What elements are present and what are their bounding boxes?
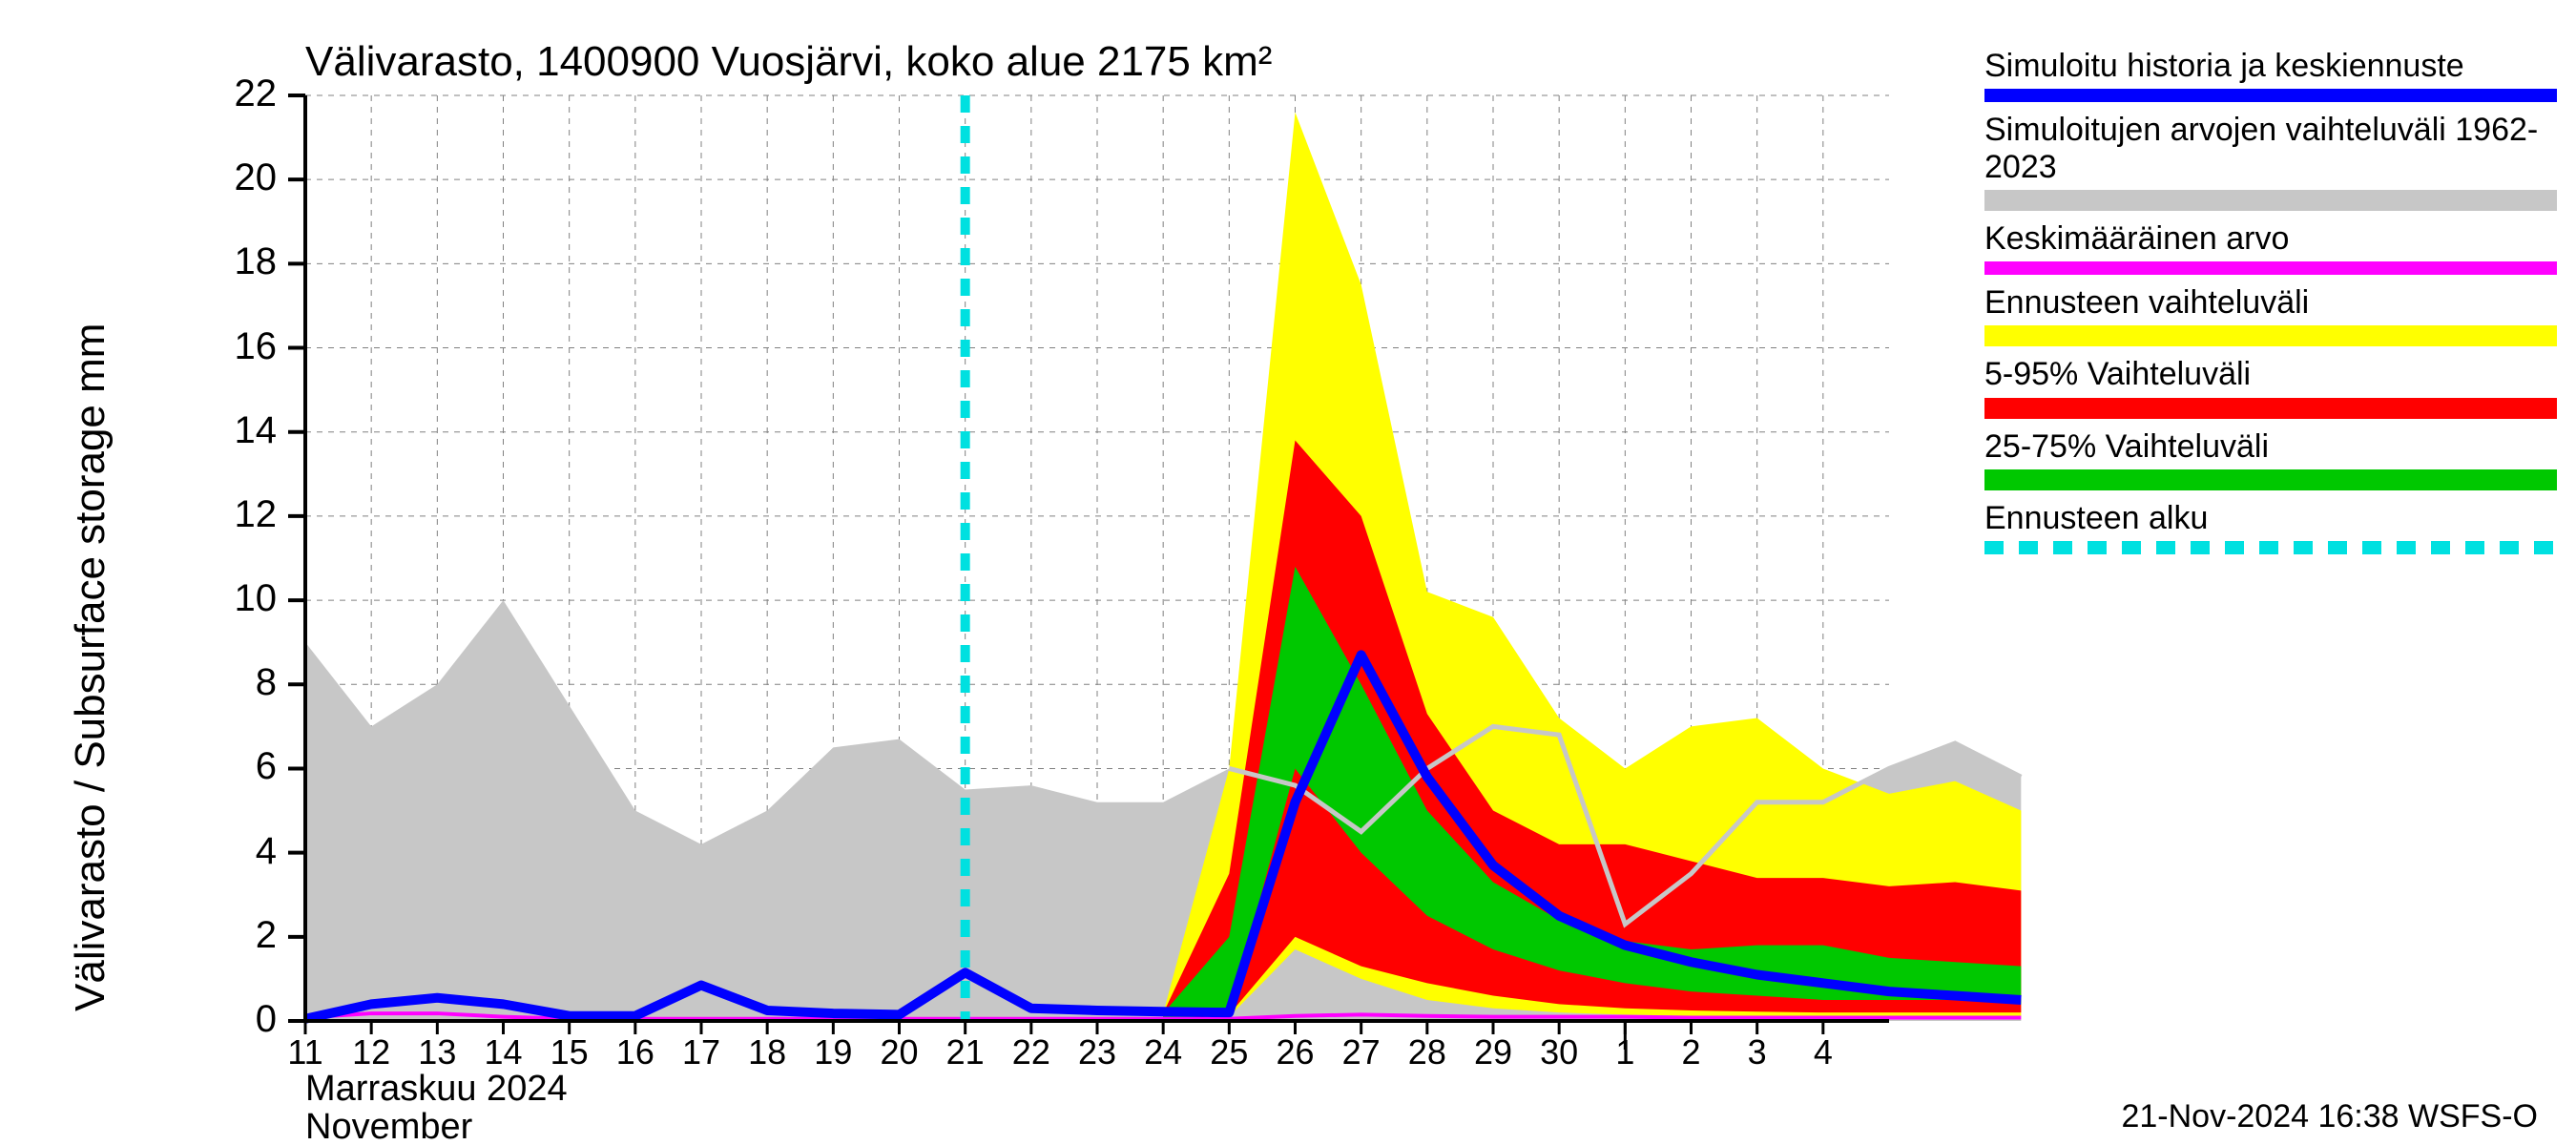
y-tick: 16 [210, 325, 277, 368]
x-tick: 26 [1267, 1032, 1324, 1072]
x-tick: 15 [541, 1032, 598, 1072]
legend-swatch [1984, 325, 2557, 346]
legend-label: Simuloitujen arvojen vaihteluväli 1962-2… [1984, 112, 2557, 186]
x-tick: 25 [1200, 1032, 1257, 1072]
x-tick: 24 [1134, 1032, 1192, 1072]
x-tick: 2 [1663, 1032, 1720, 1072]
y-tick: 22 [210, 73, 277, 115]
y-tick: 12 [210, 493, 277, 536]
month-label-fi: Marraskuu 2024 [305, 1069, 568, 1110]
x-tick: 18 [738, 1032, 796, 1072]
y-tick: 0 [210, 998, 277, 1041]
y-tick: 6 [210, 745, 277, 788]
y-tick: 14 [210, 409, 277, 452]
x-tick: 3 [1729, 1032, 1786, 1072]
chart-root: Välivarasto, 1400900 Vuosjärvi, koko alu… [0, 0, 2576, 1145]
legend-label: 25-75% Vaihteluväli [1984, 428, 2557, 466]
y-tick: 20 [210, 156, 277, 199]
month-label-en: November [305, 1107, 472, 1145]
x-tick: 4 [1795, 1032, 1852, 1072]
legend-item: Ennusteen alku [1984, 500, 2557, 554]
legend-label: Ennusteen alku [1984, 500, 2557, 537]
x-tick: 21 [937, 1032, 994, 1072]
y-tick: 4 [210, 830, 277, 873]
x-tick: 28 [1399, 1032, 1456, 1072]
legend-item: 25-75% Vaihteluväli [1984, 428, 2557, 490]
legend-item: Simuloitu historia ja keskiennuste [1984, 48, 2557, 102]
x-tick: 29 [1465, 1032, 1522, 1072]
x-tick: 30 [1530, 1032, 1588, 1072]
x-tick: 1 [1596, 1032, 1653, 1072]
legend-swatch [1984, 261, 2557, 275]
x-tick: 20 [871, 1032, 928, 1072]
x-tick: 12 [343, 1032, 400, 1072]
timestamp: 21-Nov-2024 16:38 WSFS-O [2121, 1098, 2538, 1135]
legend-label: 5-95% Vaihteluväli [1984, 356, 2557, 393]
y-tick: 10 [210, 577, 277, 620]
legend-swatch [1984, 190, 2557, 211]
legend: Simuloitu historia ja keskiennuste Simulo… [1984, 48, 2557, 564]
legend-label: Ennusteen vaihteluväli [1984, 284, 2557, 322]
x-tick: 16 [607, 1032, 664, 1072]
legend-item: Ennusteen vaihteluväli [1984, 284, 2557, 346]
x-tick: 22 [1003, 1032, 1060, 1072]
legend-swatch [1984, 398, 2557, 419]
x-tick: 23 [1069, 1032, 1126, 1072]
legend-label: Keskimääräinen arvo [1984, 220, 2557, 258]
x-tick: 11 [277, 1032, 334, 1072]
y-tick: 8 [210, 661, 277, 704]
x-tick: 13 [408, 1032, 466, 1072]
legend-label: Simuloitu historia ja keskiennuste [1984, 48, 2557, 85]
y-tick: 2 [210, 914, 277, 957]
x-tick: 14 [475, 1032, 532, 1072]
legend-item: 5-95% Vaihteluväli [1984, 356, 2557, 418]
legend-swatch [1984, 469, 2557, 490]
x-tick: 27 [1333, 1032, 1390, 1072]
legend-item: Keskimääräinen arvo [1984, 220, 2557, 275]
y-tick: 18 [210, 240, 277, 283]
x-tick: 19 [804, 1032, 862, 1072]
legend-swatch [1984, 89, 2557, 102]
x-tick: 17 [673, 1032, 730, 1072]
legend-swatch [1984, 541, 2557, 554]
legend-item: Simuloitujen arvojen vaihteluväli 1962-2… [1984, 112, 2557, 211]
